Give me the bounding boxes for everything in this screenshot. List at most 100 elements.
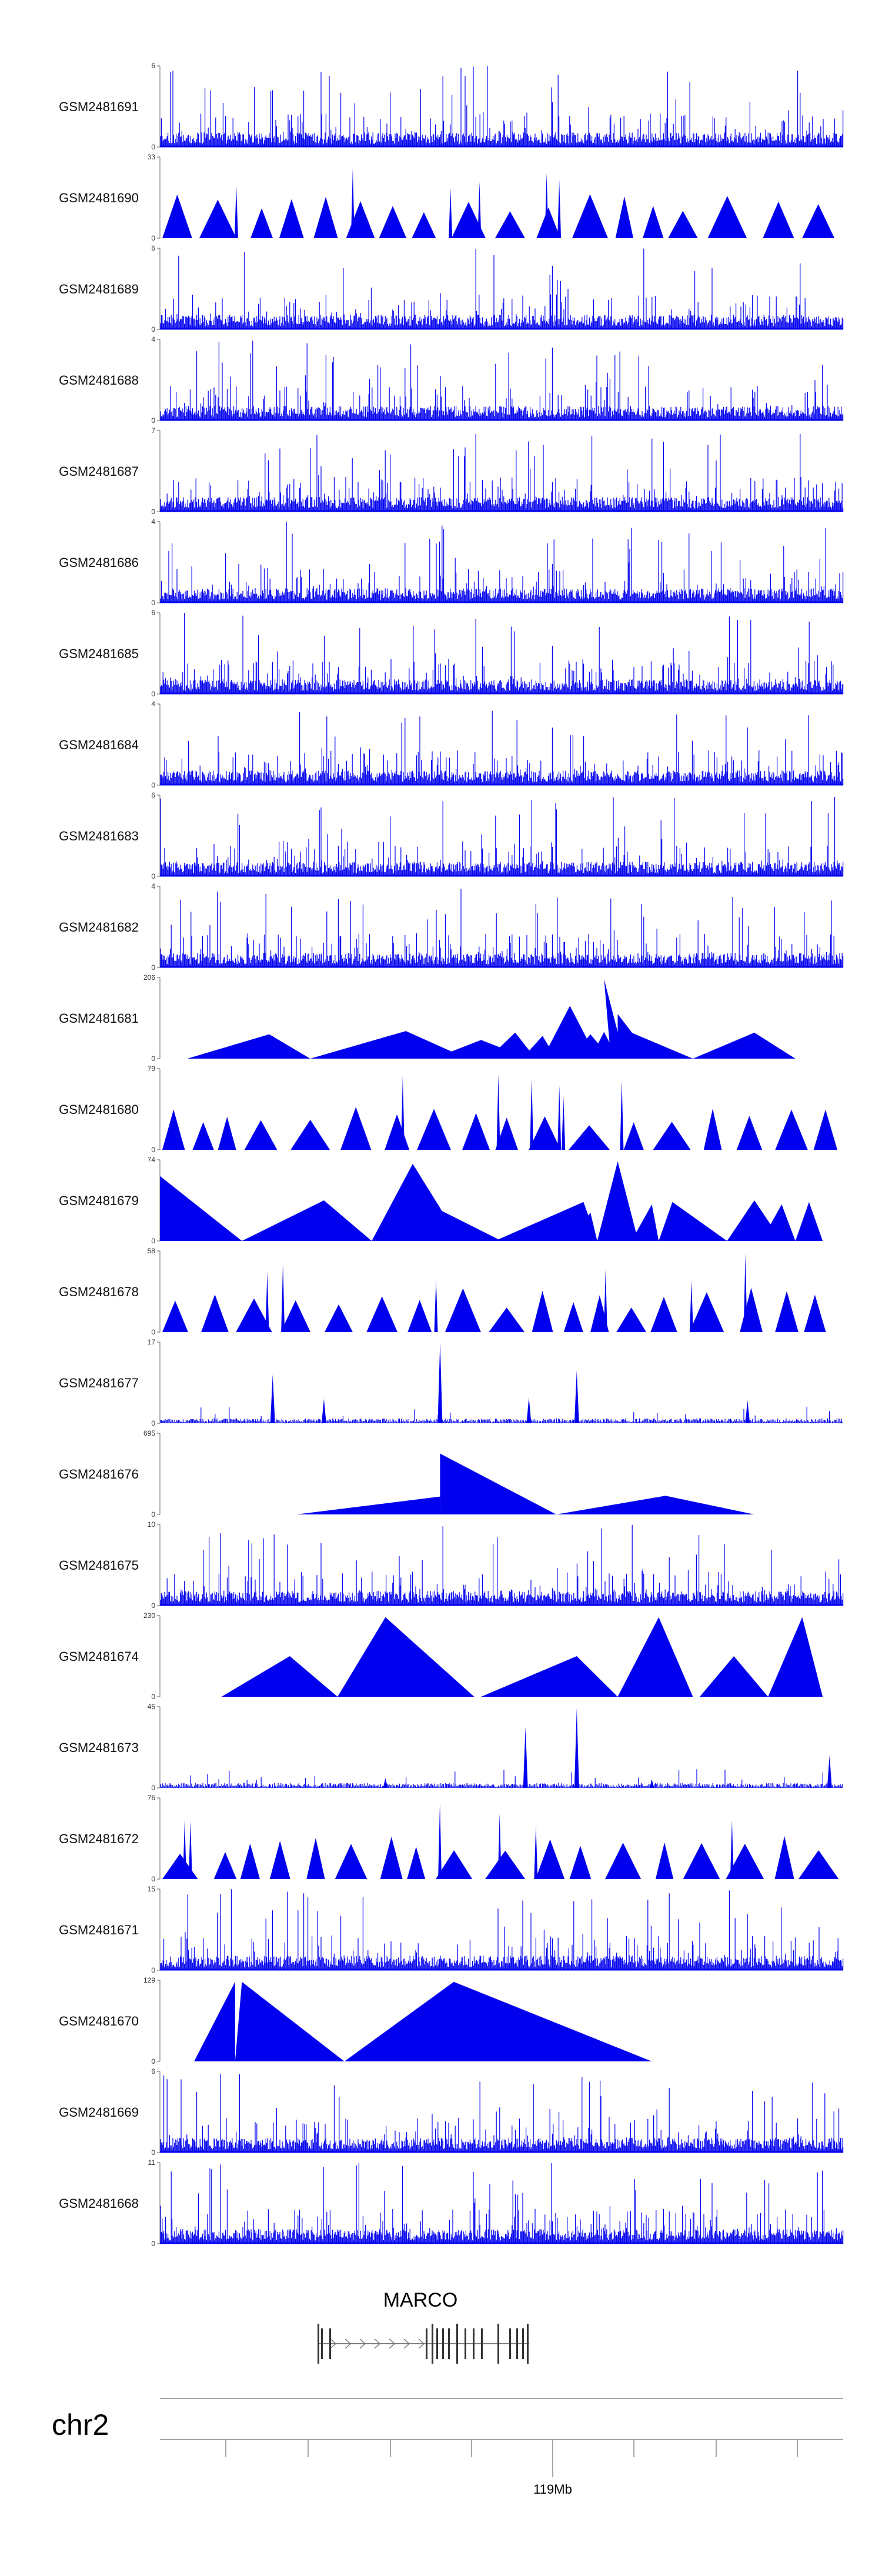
y-max-label: 6 [151,244,155,252]
gene-exon [432,2324,433,2364]
coverage-spike [496,1074,500,1150]
track-label: GSM2481669 [59,2105,139,2120]
coverage-peak [693,1032,796,1059]
gene-exon [465,2328,466,2359]
coverage-spike [603,1269,607,1332]
gene-exon [426,2328,427,2359]
coverage-peak [235,1981,345,2061]
gene-exon [473,2328,475,2359]
coverage-spike [183,1820,187,1879]
y-min-label: 0 [151,1875,155,1883]
coverage-spike [188,1820,192,1879]
coverage-peak [338,1617,475,1697]
coverage-peak [650,1297,677,1332]
y-min-label: 0 [151,1510,155,1519]
coverage-peak [269,1841,290,1879]
coverage-spike [270,1374,275,1423]
coverage-spike [477,182,482,238]
gene-exon [329,2328,331,2359]
coverage-peak [643,206,664,238]
coverage-peak [616,1307,647,1332]
y-min-label: 0 [151,872,155,880]
coverage-peak [570,1212,597,1241]
track-label: GSM2481668 [59,2196,139,2211]
coverage-spike [649,1780,654,1788]
coverage-peak [379,206,407,238]
coverage-peak [187,1034,310,1059]
y-max-label: 6 [151,62,155,70]
coverage-peak [529,1116,561,1150]
coverage-peak [244,1120,278,1150]
y-max-label: 4 [151,700,155,708]
coverage-peak [653,1122,691,1150]
y-max-label: 4 [151,518,155,526]
coverage-peak [240,1843,260,1879]
gene-name-label: MARCO [383,2289,458,2311]
coverage-peak [556,1496,754,1514]
coverage-peak [242,1200,372,1241]
coverage-peak [631,1204,659,1241]
coverage-spike [544,173,549,238]
track-label: GSM2481676 [59,1467,139,1481]
coverage-peak [623,1122,644,1150]
coverage-spike [557,1085,562,1150]
coverage-spike [265,1272,269,1332]
y-min-label: 0 [151,1146,155,1154]
coverage-signal [160,1524,844,1606]
y-max-label: 10 [148,1520,156,1529]
y-min-label: 0 [151,1237,155,1245]
track-GSM2481678: GSM2481678 58 0 [59,1247,826,1336]
coverage-peak [605,1843,642,1879]
coverage-peak [495,1117,518,1150]
y-max-label: 6 [151,2067,155,2076]
strand-arrow-icon [374,2338,381,2349]
track-GSM2481668: GSM2481668 11 0 [59,2158,844,2248]
track-GSM2481690: GSM2481690 33 0 [59,153,835,242]
coverage-spike [620,1080,624,1150]
coverage-peak [774,1836,794,1879]
coverage-signal [160,2163,844,2244]
coverage-peak [194,1981,235,2061]
coverage-peak [310,1031,467,1059]
coverage-peak [813,1109,837,1150]
coverage-signal [160,1406,843,1423]
coverage-spike [689,1280,693,1332]
coverage-spike [523,1727,528,1788]
gene-exon [516,2328,518,2359]
y-max-label: 4 [151,335,155,343]
coverage-peak [160,1204,242,1241]
coverage-spike [438,1803,442,1879]
track-label: GSM2481683 [59,829,139,843]
y-min-label: 0 [151,1693,155,1701]
track-GSM2481676: GSM2481676 695 0 [59,1429,754,1519]
coverage-peak [335,1844,368,1879]
y-min-label: 0 [151,1328,155,1336]
coverage-peak [726,1844,764,1879]
y-max-label: 695 [143,1429,155,1437]
coverage-peak [569,1846,592,1879]
y-min-label: 0 [151,1601,155,1610]
track-GSM2481685: GSM2481685 6 0 [59,609,844,698]
track-GSM2481670: GSM2481670 129 0 [59,1976,652,2066]
coverage-spike [730,1820,734,1879]
coverage-peak [617,1617,693,1697]
coverage-peak [763,201,794,238]
coverage-signal [160,613,844,694]
y-min-label: 0 [151,1055,155,1063]
coverage-peak [344,1981,652,2061]
track-label: GSM2481689 [59,282,139,296]
y-min-label: 0 [151,1784,155,1792]
coverage-signal [160,889,844,967]
y-max-label: 6 [151,609,155,617]
y-min-label: 0 [151,143,155,151]
y-min-label: 0 [151,781,155,789]
y-max-label: 206 [143,973,155,982]
track-GSM2481691: GSM2481691 6 0 [59,62,844,151]
track-GSM2481675: GSM2481675 10 0 [59,1520,844,1610]
coverage-signal [160,248,844,329]
coverage-peak [535,1839,565,1879]
track-GSM2481688: GSM2481688 4 0 [59,335,844,425]
y-min-label: 0 [151,599,155,607]
coverage-peak [407,1847,426,1879]
coverage-peak [279,199,304,238]
